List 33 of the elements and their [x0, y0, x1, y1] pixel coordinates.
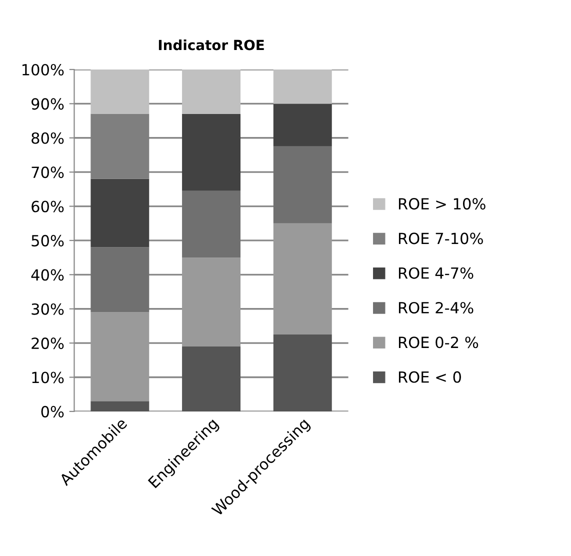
- y-tick-label: 80%: [32, 132, 64, 144]
- y-tick-label: 20%: [32, 338, 64, 350]
- y-tick-label: 0%: [41, 406, 64, 418]
- legend-label: ROE > 10%: [398, 198, 486, 210]
- bar: [182, 114, 241, 191]
- legend-label: ROE < 0: [398, 371, 461, 383]
- bar: [90, 247, 150, 312]
- bar: [182, 190, 241, 258]
- bar: [90, 312, 150, 402]
- bar: [182, 258, 241, 346]
- y-tick-label: 100%: [22, 64, 64, 76]
- bar: [90, 178, 150, 248]
- bar: [273, 334, 332, 412]
- y-tick-label: 60%: [32, 200, 64, 212]
- bar: [182, 70, 241, 114]
- bar: [273, 104, 332, 146]
- bar: [273, 70, 332, 104]
- y-tick-label: 90%: [32, 98, 64, 110]
- y-tick-label: 40%: [31, 269, 64, 281]
- bar: [182, 346, 241, 412]
- bar: [273, 146, 332, 224]
- bar: [273, 223, 332, 335]
- legend-label: ROE 0-2 %: [398, 336, 478, 348]
- y-tick-label: 30%: [32, 303, 64, 315]
- legend-label: ROE 4-7%: [398, 267, 474, 279]
- legend-label: ROE 7-10%: [398, 232, 483, 244]
- chart-title: Indicator ROE: [158, 40, 264, 50]
- y-tick-label: 50%: [32, 234, 64, 246]
- bar: [90, 70, 150, 114]
- legend-label: ROE 2-4%: [398, 302, 474, 314]
- y-tick-label: 10%: [32, 372, 64, 384]
- y-tick-label: 70%: [32, 166, 64, 178]
- bar: [90, 401, 150, 412]
